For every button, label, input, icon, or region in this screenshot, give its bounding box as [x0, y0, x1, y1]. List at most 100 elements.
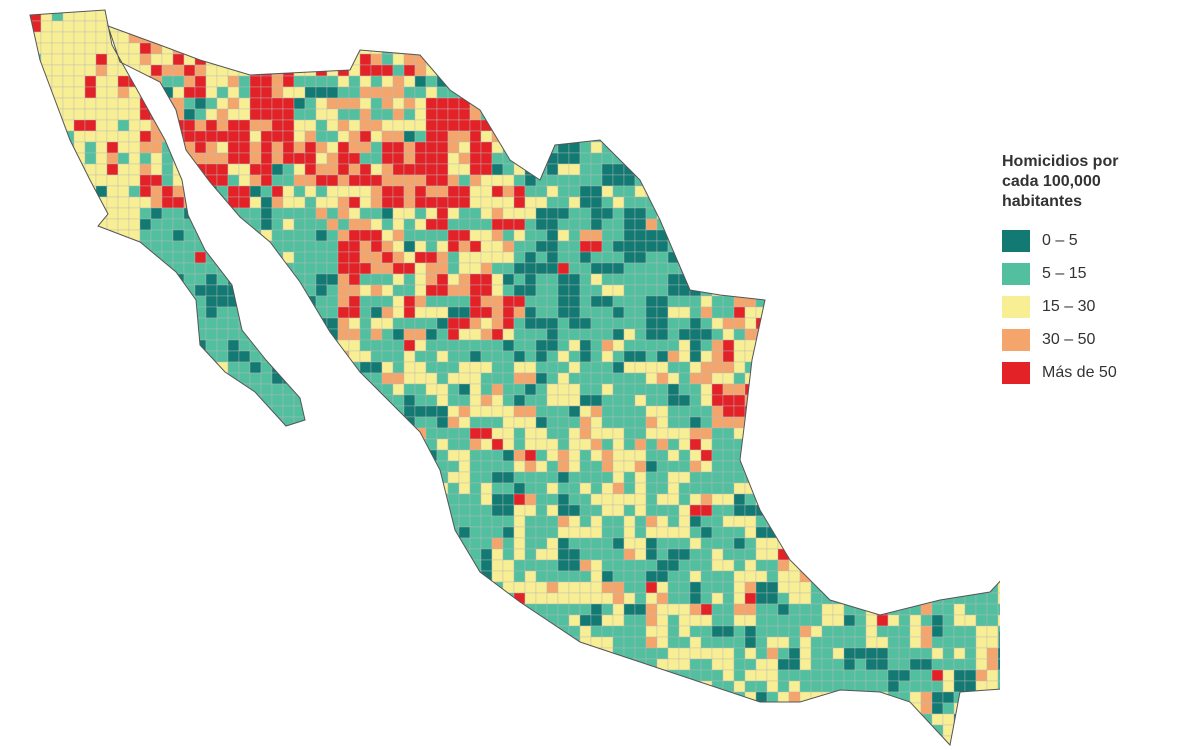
municipality [502, 416, 515, 429]
municipality [579, 625, 592, 638]
municipality [667, 559, 680, 572]
municipality [623, 658, 636, 671]
municipality [722, 603, 735, 616]
municipality [502, 185, 515, 198]
municipality [678, 361, 691, 374]
municipality [975, 625, 988, 638]
municipality [381, 163, 394, 176]
municipality [634, 636, 647, 649]
municipality [73, 53, 86, 66]
legend-swatch [1002, 328, 1030, 351]
municipality [568, 229, 581, 242]
municipality [601, 482, 614, 495]
municipality [568, 614, 581, 627]
municipality [51, 64, 64, 77]
municipality [865, 669, 878, 682]
municipality [139, 141, 152, 154]
municipality [524, 207, 537, 220]
municipality [106, 174, 119, 187]
municipality [997, 669, 1000, 682]
municipality [469, 405, 482, 418]
municipality [359, 196, 372, 209]
municipality [590, 240, 603, 253]
municipality [447, 273, 460, 286]
municipality [260, 97, 273, 110]
municipality [117, 119, 130, 132]
municipality [194, 152, 207, 165]
municipality [612, 328, 625, 341]
municipality [711, 647, 724, 660]
municipality [733, 669, 746, 682]
municipality [722, 691, 735, 704]
municipality [403, 42, 416, 55]
municipality [579, 416, 592, 429]
municipality [282, 64, 295, 77]
municipality [205, 306, 218, 319]
municipality [766, 559, 779, 572]
municipality [271, 108, 284, 121]
municipality [403, 350, 416, 363]
municipality [315, 229, 328, 242]
municipality [249, 108, 262, 121]
municipality [579, 504, 592, 517]
municipality [634, 427, 647, 440]
municipality [491, 537, 504, 550]
municipality [634, 559, 647, 572]
municipality [601, 548, 614, 561]
municipality [557, 504, 570, 517]
municipality [909, 669, 922, 682]
municipality [645, 537, 658, 550]
municipality [711, 482, 724, 495]
municipality [172, 64, 185, 77]
municipality [579, 383, 592, 396]
municipality [447, 284, 460, 297]
municipality [579, 284, 592, 297]
municipality [447, 207, 460, 220]
municipality [623, 482, 636, 495]
municipality [623, 493, 636, 506]
municipality [524, 570, 537, 583]
municipality [766, 570, 779, 583]
municipality [359, 86, 372, 99]
municipality [216, 284, 229, 297]
municipality [403, 284, 416, 297]
municipality [40, 42, 53, 55]
municipality [733, 416, 746, 429]
municipality [194, 141, 207, 154]
municipality [535, 405, 548, 418]
municipality [414, 141, 427, 154]
municipality [700, 284, 713, 297]
municipality [337, 108, 350, 121]
municipality [425, 449, 438, 462]
municipality [601, 262, 614, 275]
municipality [711, 636, 724, 649]
municipality [304, 152, 317, 165]
municipality [106, 86, 119, 99]
municipality [656, 515, 669, 528]
municipality [656, 559, 669, 572]
municipality [964, 625, 977, 638]
municipality [216, 196, 229, 209]
municipality [282, 196, 295, 209]
municipality [755, 570, 768, 583]
municipality [502, 339, 515, 352]
municipality [579, 339, 592, 352]
municipality [590, 592, 603, 605]
legend-item: 30 – 50 [1002, 323, 1162, 356]
municipality [810, 570, 823, 583]
municipality [986, 614, 999, 627]
municipality [700, 328, 713, 341]
municipality [458, 130, 471, 143]
municipality [227, 328, 240, 341]
municipality [271, 185, 284, 198]
municipality [645, 317, 658, 330]
municipality [546, 229, 559, 242]
municipality [623, 284, 636, 297]
municipality [546, 625, 559, 638]
municipality [458, 405, 471, 418]
municipality [458, 108, 471, 121]
municipality [238, 86, 251, 99]
municipality [381, 240, 394, 253]
municipality [84, 31, 97, 44]
municipality [491, 328, 504, 341]
